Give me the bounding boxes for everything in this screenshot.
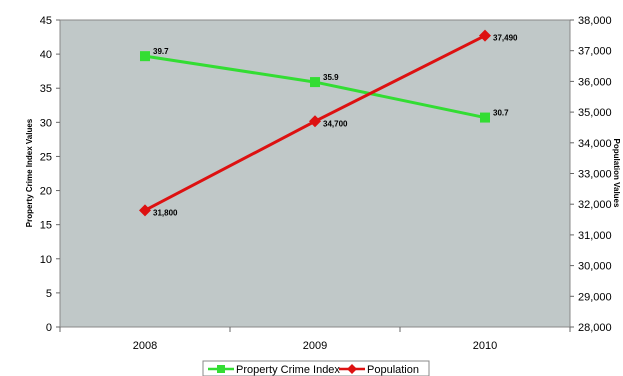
data-point-property-crime-index bbox=[480, 112, 490, 123]
data-label-population: 37,490 bbox=[493, 34, 518, 43]
y2-tick-label: 32,000 bbox=[578, 199, 612, 211]
y-tick-label: 10 bbox=[40, 254, 52, 266]
legend: Property Crime Index Population bbox=[202, 360, 430, 376]
x-tick-label: 2008 bbox=[133, 340, 157, 352]
x-axis: 2008 2009 2010 bbox=[59, 327, 571, 352]
plot-area bbox=[59, 19, 571, 328]
x-tick-label: 2009 bbox=[303, 340, 327, 352]
y-tick-label: 25 bbox=[40, 151, 52, 163]
y2-tick-label: 33,000 bbox=[578, 169, 612, 181]
x-tick-label: 2010 bbox=[473, 340, 497, 352]
data-label-population: 34,700 bbox=[323, 119, 348, 128]
legend-marker-property-crime bbox=[217, 365, 225, 373]
y-tick-label: 35 bbox=[40, 83, 52, 95]
data-label-population: 31,800 bbox=[153, 208, 178, 217]
data-label-property-crime-index: 35.9 bbox=[323, 73, 339, 82]
y-tick-label: 40 bbox=[40, 49, 52, 61]
y2-tick-label: 30,000 bbox=[578, 261, 612, 273]
y-tick-label: 20 bbox=[40, 186, 52, 198]
legend-marker-population bbox=[347, 364, 357, 374]
right-axis: 28,000 29,000 30,000 31,000 32,000 33,000 34,0… bbox=[570, 15, 612, 334]
data-point-population bbox=[479, 29, 491, 42]
data-point-population bbox=[309, 115, 321, 128]
legend-label-property-crime: Property Crime Index bbox=[236, 364, 340, 376]
data-point-property-crime-index bbox=[140, 51, 150, 62]
y-tick-label: 5 bbox=[46, 288, 52, 300]
y2-tick-label: 31,000 bbox=[578, 230, 612, 242]
left-axis: 0 5 10 15 20 25 30 35 40 45 bbox=[40, 15, 60, 334]
y2-tick-label: 29,000 bbox=[578, 291, 612, 303]
legend-box bbox=[202, 360, 430, 376]
legend-label-population: Population bbox=[367, 364, 419, 376]
y-tick-label: 30 bbox=[40, 117, 52, 129]
y-tick-label: 45 bbox=[40, 15, 52, 27]
y2-axis-title: Population Values bbox=[612, 139, 621, 208]
y2-tick-label: 37,000 bbox=[578, 46, 612, 58]
y2-tick-label: 28,000 bbox=[578, 322, 612, 334]
data-label-property-crime-index: 30.7 bbox=[493, 109, 509, 118]
y-axis-title: Property Crime Index Values bbox=[25, 118, 34, 227]
y2-tick-label: 35,000 bbox=[578, 107, 612, 119]
data-point-population bbox=[139, 204, 151, 217]
y-tick-label: 15 bbox=[40, 220, 52, 232]
y-tick-label: 0 bbox=[46, 322, 52, 334]
y2-tick-label: 36,000 bbox=[578, 76, 612, 88]
y2-tick-label: 34,000 bbox=[578, 138, 612, 150]
series-layer: 39.7 35.9 30.7 31,800 34,700 37,490 bbox=[139, 29, 518, 217]
y2-tick-label: 38,000 bbox=[578, 15, 612, 27]
data-label-property-crime-index: 39.7 bbox=[153, 47, 169, 56]
data-point-property-crime-index bbox=[310, 77, 320, 88]
